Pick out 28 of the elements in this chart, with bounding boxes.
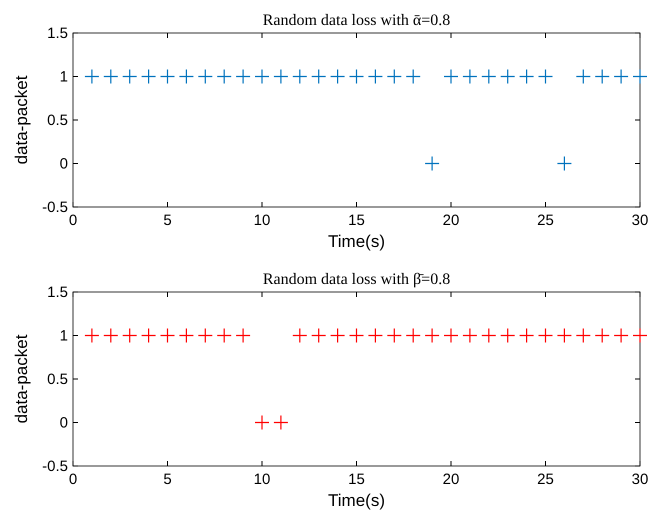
y-tick-label: 1.5	[47, 25, 68, 42]
x-tick-label: 10	[254, 212, 270, 229]
y-tick-label: 1	[60, 68, 68, 86]
x-tick-label: 10	[254, 471, 270, 488]
x-tick-label: 15	[348, 471, 365, 488]
chart-title: Random data loss with ᾱ=0.8	[262, 12, 450, 29]
x-tick-label: 5	[163, 212, 172, 229]
x-tick-label: 25	[537, 212, 554, 229]
x-tick-label: 15	[348, 212, 365, 229]
y-tick-label: 0.5	[47, 371, 68, 388]
chart-title: Random data loss with β̄=0.8	[262, 271, 450, 288]
y-tick-label: 0	[60, 156, 68, 172]
x-tick-label: 30	[632, 471, 648, 488]
y-tick-label: 0	[60, 414, 68, 432]
y-axis-title: data-packet	[12, 75, 31, 164]
y-tick-label: 1	[60, 328, 68, 344]
x-axis-title: Time(s)	[328, 491, 385, 510]
x-tick-label: 20	[442, 471, 460, 488]
y-tick-label: 1.5	[47, 284, 68, 301]
y-tick-label: 0.5	[47, 112, 68, 129]
y-tick-label: -0.5	[42, 458, 68, 475]
y-tick-label: -0.5	[42, 199, 68, 216]
x-tick-label: 20	[442, 212, 460, 229]
x-tick-label: 5	[163, 471, 172, 488]
x-axis-title: Time(s)	[328, 232, 385, 251]
x-tick-label: 25	[537, 471, 554, 488]
x-tick-label: 30	[632, 212, 648, 229]
y-axis-title: data-packet	[12, 334, 31, 424]
